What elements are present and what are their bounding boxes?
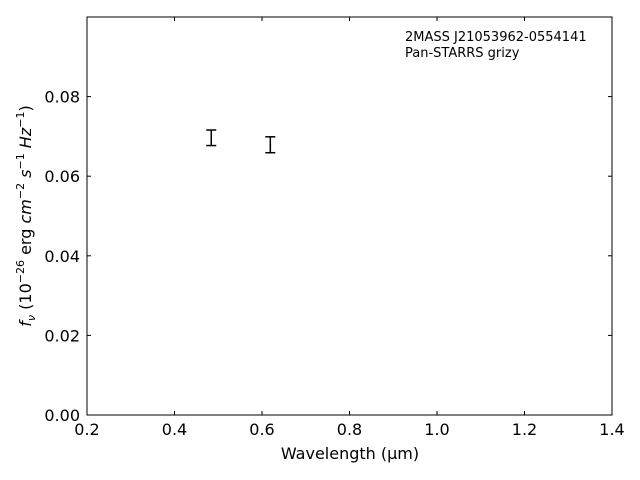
y-tick-label: 0.06	[44, 167, 80, 186]
y-axis-label: fν (10−26 erg cm−2 s−1 Hz−1)	[14, 105, 38, 326]
x-tick-label: 0.8	[337, 420, 362, 439]
x-tick-label: 0.6	[249, 420, 274, 439]
plot-frame	[86, 16, 613, 416]
points-layer	[206, 129, 276, 154]
annotation-line-2: Pan-STARRS grizy	[405, 46, 520, 61]
point-marker	[210, 137, 213, 139]
ticks-layer: 0.2 0.4 0.6 0.8 1.0 1.2 1.4 0.00 0.02 0.04 0.06 0.0…	[44, 17, 625, 439]
x-tick-label: 0.4	[162, 420, 187, 439]
point-marker	[269, 144, 272, 146]
data-point	[265, 136, 276, 154]
x-axis-label: Wavelength (μm)	[281, 444, 419, 463]
annotation-line-1: 2MASS J21053962-0554141	[405, 30, 587, 45]
x-tick-label: 1.2	[512, 420, 537, 439]
y-tick-label: 0.08	[44, 88, 80, 107]
y-tick-label: 0.02	[44, 326, 80, 345]
x-tick-label: 0.2	[74, 420, 99, 439]
x-tick-label: 1.4	[599, 420, 624, 439]
x-tick-label: 1.0	[424, 420, 449, 439]
y-tick-label: 0.00	[44, 406, 80, 425]
y-tick-label: 0.04	[44, 247, 80, 266]
data-point	[206, 129, 217, 147]
